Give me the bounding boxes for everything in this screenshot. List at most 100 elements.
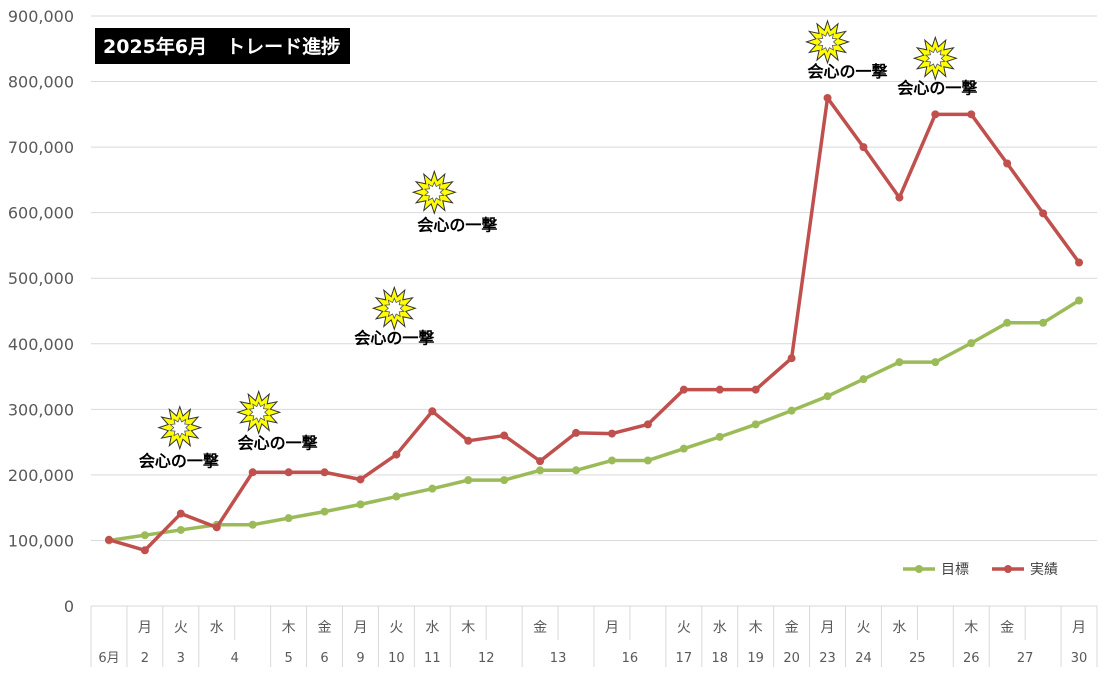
- burst-inner-icon: [169, 416, 191, 439]
- data-point: [823, 93, 832, 102]
- x-weekday-label: 金: [1000, 620, 1014, 636]
- x-weekday-label: 月: [1072, 620, 1086, 636]
- data-point: [140, 531, 149, 540]
- data-point: [140, 546, 149, 555]
- x-day-label: 24: [855, 651, 872, 666]
- data-point: [1003, 159, 1012, 168]
- x-day-label: 6月: [98, 651, 119, 666]
- y-tick-label: 800,000: [8, 73, 74, 92]
- burst-inner-icon: [383, 297, 405, 320]
- data-point: [751, 385, 760, 394]
- data-point: [1075, 258, 1084, 267]
- x-day-label: 13: [550, 651, 567, 666]
- data-point: [895, 193, 904, 202]
- data-point: [248, 468, 257, 477]
- data-point: [356, 475, 365, 484]
- x-weekday-label: 金: [318, 620, 332, 636]
- data-point: [284, 468, 293, 477]
- data-point: [607, 456, 616, 465]
- data-point: [320, 468, 329, 477]
- x-weekday-label: 木: [749, 620, 763, 636]
- data-point: [751, 420, 760, 429]
- x-weekday-label: 木: [282, 620, 296, 636]
- chart-title: 2025年6月 トレード進捗: [103, 35, 340, 58]
- x-day-label: 23: [819, 651, 836, 666]
- x-weekday-label: 火: [856, 620, 870, 636]
- data-point: [787, 354, 796, 363]
- x-day-label: 20: [783, 651, 800, 666]
- legend-marker: [915, 565, 923, 573]
- data-point: [356, 500, 365, 509]
- data-point: [643, 456, 652, 465]
- data-point: [392, 492, 401, 501]
- x-weekday-label: 水: [892, 620, 906, 636]
- x-day-label: 17: [676, 651, 693, 666]
- data-point: [967, 110, 976, 119]
- x-weekday-label: 木: [964, 620, 978, 636]
- data-point: [1039, 209, 1048, 218]
- annotation-label: 会心の一撃: [808, 62, 888, 81]
- x-day-label: 4: [231, 651, 239, 666]
- x-weekday-label: 水: [425, 620, 439, 636]
- x-day-label: 25: [909, 651, 926, 666]
- x-day-label: 11: [424, 651, 441, 666]
- data-point: [428, 407, 437, 416]
- data-point: [248, 520, 257, 529]
- data-point: [464, 436, 473, 445]
- data-point: [536, 457, 545, 466]
- x-day-label: 30: [1071, 651, 1088, 666]
- chart-title-background: [95, 28, 350, 64]
- x-day-label: 6: [320, 651, 328, 666]
- data-point: [859, 375, 868, 384]
- x-day-label: 18: [711, 651, 728, 666]
- burst-inner-icon: [248, 401, 270, 424]
- legend-label: 目標: [941, 562, 969, 578]
- annotation-label: 会心の一撃: [897, 78, 977, 97]
- burst-inner-icon: [817, 30, 838, 53]
- x-weekday-label: 月: [353, 620, 367, 636]
- y-tick-label: 300,000: [8, 400, 74, 419]
- x-day-label: 27: [1017, 651, 1034, 666]
- x-weekday-label: 月: [821, 620, 835, 636]
- data-point: [1003, 318, 1012, 327]
- x-weekday-label: 火: [389, 620, 403, 636]
- data-point: [931, 358, 940, 367]
- data-point: [500, 431, 509, 440]
- data-point: [931, 110, 940, 119]
- data-point: [967, 339, 976, 348]
- data-point: [176, 525, 185, 534]
- burst-inner-icon: [924, 47, 946, 70]
- y-tick-label: 600,000: [8, 204, 74, 223]
- x-day-label: 5: [284, 651, 292, 666]
- data-point: [104, 535, 113, 544]
- y-tick-label: 200,000: [8, 466, 74, 485]
- x-weekday-label: 月: [605, 620, 619, 636]
- x-day-label: 9: [356, 651, 364, 666]
- legend-marker: [1004, 565, 1012, 573]
- y-tick-label: 400,000: [8, 335, 74, 354]
- data-point: [464, 476, 473, 485]
- data-point: [715, 432, 724, 441]
- x-weekday-label: 火: [677, 620, 691, 636]
- data-point: [823, 392, 832, 401]
- series-line: [108, 299, 1080, 543]
- x-weekday-label: 金: [533, 620, 547, 636]
- data-point: [392, 450, 401, 459]
- annotation-label: 会心の一撃: [238, 433, 318, 452]
- x-weekday-label: 金: [785, 620, 799, 636]
- annotation-label: 会心の一撃: [354, 328, 434, 347]
- x-day-label: 19: [747, 651, 764, 666]
- data-point: [607, 429, 616, 438]
- data-point: [572, 466, 581, 475]
- data-point: [212, 523, 221, 532]
- data-point: [715, 385, 724, 394]
- x-day-label: 10: [388, 651, 405, 666]
- data-point: [428, 484, 437, 493]
- data-point: [320, 507, 329, 516]
- y-tick-label: 900,000: [8, 7, 74, 26]
- data-point: [536, 466, 545, 475]
- x-weekday-label: 月: [138, 620, 152, 636]
- data-point: [284, 514, 293, 523]
- legend-label: 実績: [1030, 562, 1058, 578]
